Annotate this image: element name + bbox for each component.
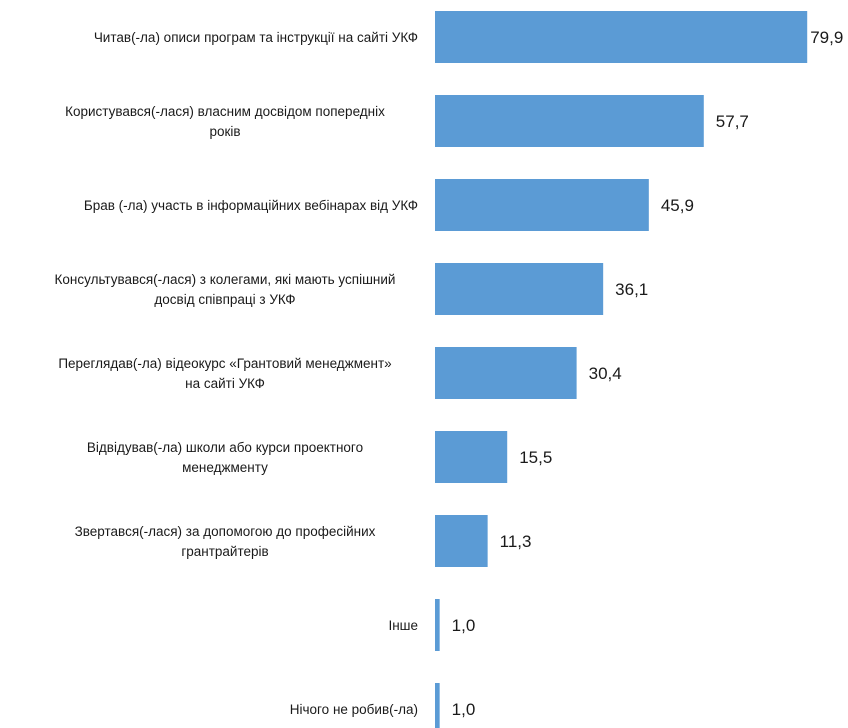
category-label-3: Консультувався(-лася) з колегами, які ма… <box>55 272 396 307</box>
category-label-3-line-1: досвід співпраці з УКФ <box>154 292 295 307</box>
category-label-6-line-1: грантрайтерів <box>181 544 268 559</box>
value-label-4: 30,4 <box>589 364 622 383</box>
category-label-5-line-0: Відвідував(-ла) школи або курси проектно… <box>87 440 363 455</box>
value-label-5: 15,5 <box>519 448 552 467</box>
category-label-0-line-0: Читав(-ла) описи програм та інструкції н… <box>94 30 418 45</box>
category-label-4: Переглядав(-ла) відеокурс «Грантовий мен… <box>58 356 391 391</box>
category-label-1-line-0: Користувався(-лася) власним досвідом поп… <box>65 104 385 119</box>
category-label-1-line-1: років <box>209 124 240 139</box>
value-label-6: 11,3 <box>500 532 532 551</box>
bar-0 <box>435 11 808 63</box>
category-label-7: Інше <box>388 618 418 633</box>
category-label-2-line-0: Брав (-ла) участь в інформаційних вебіна… <box>84 198 418 213</box>
category-label-0: Читав(-ла) описи програм та інструкції н… <box>94 30 418 45</box>
bar-3 <box>435 263 604 315</box>
category-label-6: Звертався(-лася) за допомогою до професі… <box>75 524 376 559</box>
value-label-3: 36,1 <box>615 280 648 299</box>
category-label-3-line-0: Консультувався(-лася) з колегами, які ма… <box>55 272 396 287</box>
bar-7 <box>435 599 440 651</box>
category-label-1: Користувався(-лася) власним досвідом поп… <box>65 104 385 139</box>
category-label-4-line-0: Переглядав(-ла) відеокурс «Грантовий мен… <box>58 356 391 371</box>
value-label-1: 57,7 <box>716 112 749 131</box>
category-label-5: Відвідував(-ла) школи або курси проектно… <box>87 440 363 475</box>
value-label-8: 1,0 <box>452 700 476 719</box>
category-label-5-line-1: менеджменту <box>182 460 268 475</box>
bar-2 <box>435 179 649 231</box>
bar-6 <box>435 515 488 567</box>
bar-4 <box>435 347 577 399</box>
category-label-8: Нічого не робив(-ла) <box>290 702 418 717</box>
bar-8 <box>435 683 440 728</box>
category-label-6-line-0: Звертався(-лася) за допомогою до професі… <box>75 524 376 539</box>
value-label-2: 45,9 <box>661 196 694 215</box>
bar-5 <box>435 431 508 483</box>
bar-1 <box>435 95 704 147</box>
value-label-0: 79,9 <box>810 28 843 47</box>
category-label-7-line-0: Інше <box>388 618 418 633</box>
value-label-7: 1,0 <box>452 616 476 635</box>
category-label-8-line-0: Нічого не робив(-ла) <box>290 702 418 717</box>
category-label-4-line-1: на сайті УКФ <box>185 376 265 391</box>
category-label-2: Брав (-ла) участь в інформаційних вебіна… <box>84 198 418 213</box>
